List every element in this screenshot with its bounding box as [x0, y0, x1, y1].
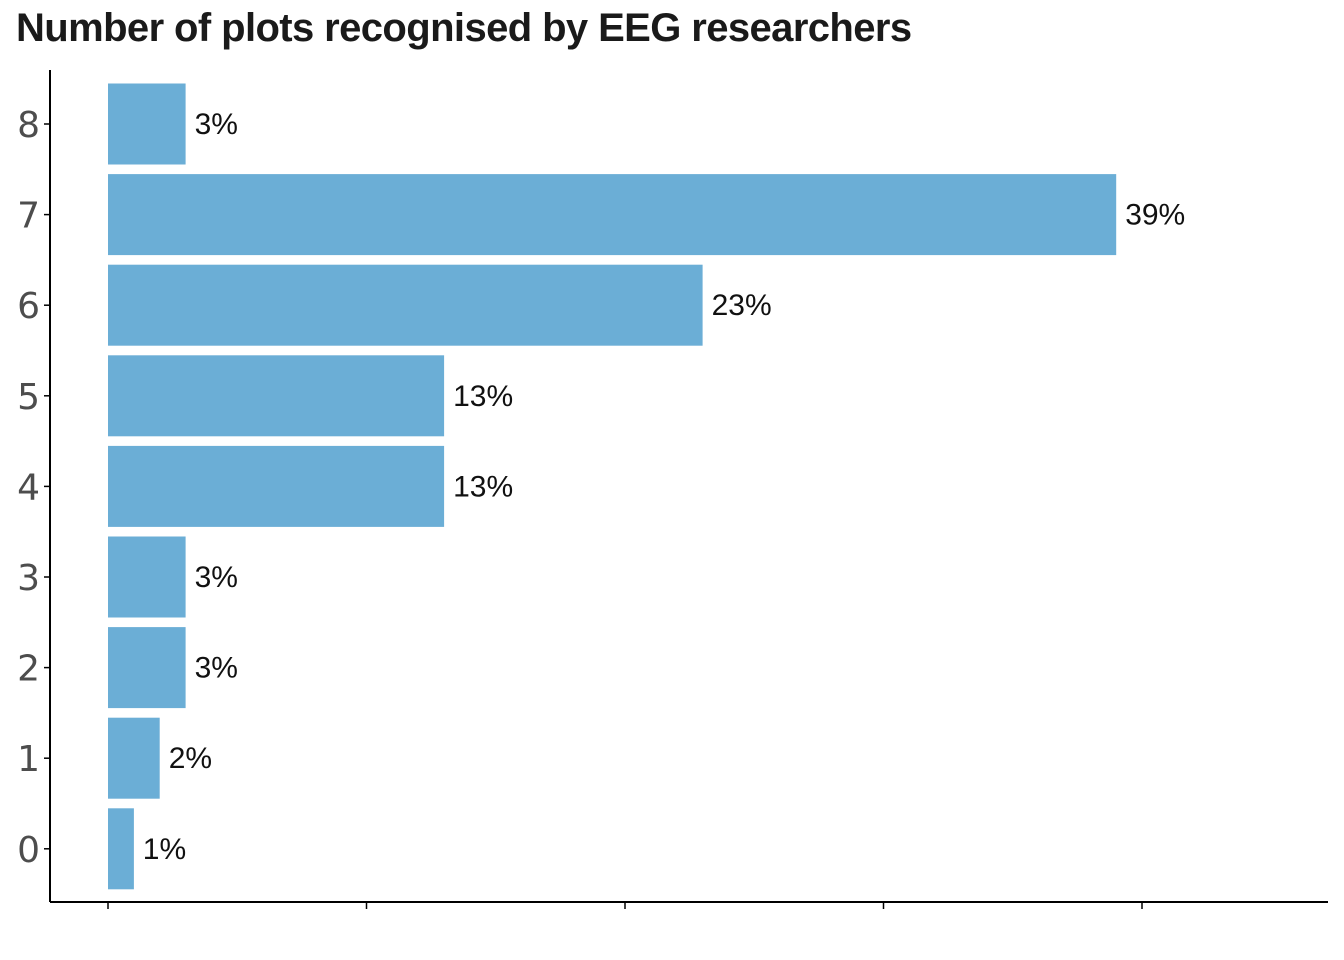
y-tick-label-7: 7 — [17, 196, 40, 237]
data-label-6: 23% — [712, 289, 772, 322]
bars-layer — [108, 83, 1117, 890]
data-label-4: 13% — [453, 470, 513, 503]
y-tick-label-8: 8 — [17, 105, 40, 146]
data-label-8: 3% — [195, 108, 238, 141]
bar-3 — [108, 536, 186, 618]
y-tick-label-2: 2 — [17, 649, 40, 690]
data-label-5: 13% — [453, 380, 513, 413]
data-label-3: 3% — [195, 561, 238, 594]
data-label-2: 3% — [195, 652, 238, 685]
data-label-7: 39% — [1125, 199, 1185, 232]
chart-title: Number of plots recognised by EEG resear… — [16, 6, 912, 50]
bar-6 — [108, 264, 703, 346]
y-tick-label-3: 3 — [17, 558, 40, 599]
data-label-0: 1% — [143, 833, 186, 866]
y-tick-label-5: 5 — [17, 377, 40, 418]
data-label-1: 2% — [169, 742, 212, 775]
y-tick-label-0: 0 — [17, 830, 40, 871]
bar-4 — [108, 445, 445, 527]
axes-layer: 0 1 2 3 4 5 6 7 8 — [17, 70, 1328, 909]
bar-2 — [108, 627, 186, 709]
bar-7 — [108, 174, 1117, 256]
y-tick-label-6: 6 — [17, 286, 40, 327]
y-tick-label-4: 4 — [17, 467, 40, 508]
y-tick-label-1: 1 — [17, 739, 40, 780]
bar-0 — [108, 808, 134, 890]
bar-5 — [108, 355, 445, 437]
data-labels-layer: 1% 2% 3% 3% 13% 13% 23% 39% 3% — [143, 108, 1185, 866]
bar-8 — [108, 83, 186, 165]
bar-1 — [108, 717, 160, 799]
